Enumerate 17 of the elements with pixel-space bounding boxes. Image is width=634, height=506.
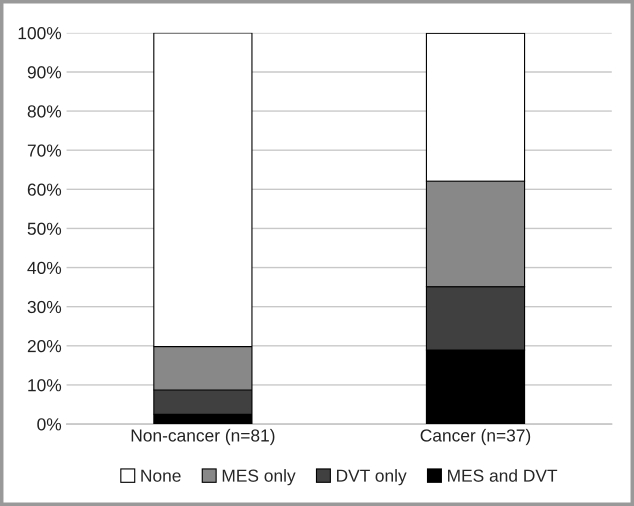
legend-label: MES only — [222, 469, 296, 486]
legend-label: DVT only — [337, 469, 407, 486]
x-tick-label: Non-cancer (n=81) — [132, 428, 274, 446]
y-tick-label: 10% — [28, 379, 62, 392]
y-tick-label: 90% — [28, 66, 62, 78]
y-tick-label: 50% — [28, 222, 62, 235]
y-tick-label: 40% — [27, 262, 62, 274]
y-tick-label: 70% — [28, 144, 62, 157]
y-tick-label: 100% — [18, 27, 62, 40]
legend-label: None — [141, 470, 181, 482]
y-tick-label: 0% — [37, 418, 62, 430]
y-tick-label: 30% — [28, 300, 62, 314]
y-tick-label: 60% — [28, 184, 62, 196]
y-tick-label: 80% — [28, 105, 62, 118]
y-tick-label: 20% — [28, 340, 62, 352]
legend-label: MES and DVT — [448, 469, 558, 482]
x-tick-label: Cancer (n=37) — [420, 428, 530, 446]
